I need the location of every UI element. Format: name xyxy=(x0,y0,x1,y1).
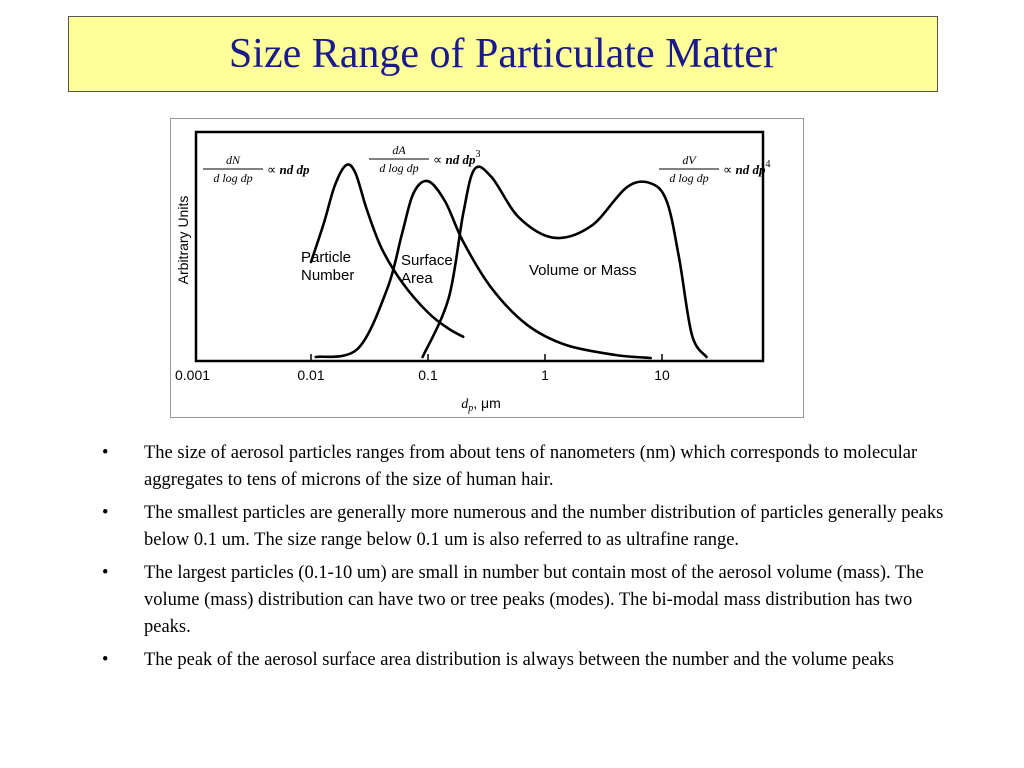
bullet-list: • The size of aerosol particles ranges f… xyxy=(102,440,962,680)
bullet-text: The largest particles (0.1-10 um) are sm… xyxy=(144,563,924,637)
formula-numerator: dA xyxy=(392,143,406,157)
x-tick-label: 10 xyxy=(654,367,670,383)
formula: dA d log dp ∝ nd dp3 xyxy=(369,143,481,175)
x-tick-label: 0.1 xyxy=(418,367,438,383)
bullet-item: • The largest particles (0.1-10 um) are … xyxy=(102,560,962,641)
title-banner: Size Range of Particulate Matter xyxy=(68,16,938,92)
bullet-text: The peak of the aerosol surface area dis… xyxy=(144,650,895,670)
formula-rhs: ∝ nd dp4 xyxy=(723,159,771,177)
curve-particle-number xyxy=(309,163,465,339)
formula-denominator: d log dp xyxy=(379,161,418,175)
y-axis-label: Arbitrary Units xyxy=(175,196,191,285)
curve-volume-or-mass xyxy=(421,165,708,359)
annotation-surface-area: Surface Area xyxy=(401,252,453,287)
formula-numerator: dN xyxy=(226,153,241,167)
formula-denominator: d log dp xyxy=(213,171,252,185)
bullet-marker: • xyxy=(102,503,109,523)
bullet-marker: • xyxy=(102,443,109,463)
formula-denominator: d log dp xyxy=(669,171,708,185)
annotation-particle-number: Particle Number xyxy=(301,249,354,284)
formula-rhs: ∝ nd dp xyxy=(267,162,310,177)
bullet-item: • The peak of the aerosol surface area d… xyxy=(102,647,962,674)
annotation-volume-or-mass: Volume or Mass xyxy=(529,262,637,279)
chart-svg: Arbitrary Units dp, μm 0.001 0.01 0.1 1 10 P… xyxy=(175,130,771,414)
bullet-text: The smallest particles are generally mor… xyxy=(144,503,944,550)
x-axis-label: dp, μm xyxy=(461,395,501,414)
size-distribution-figure: Arbitrary Units dp, μm 0.001 0.01 0.1 1 10 P… xyxy=(170,118,804,418)
bullet-marker: • xyxy=(102,650,109,670)
curve-surface-area xyxy=(314,179,652,360)
x-tick-label: 1 xyxy=(541,367,549,383)
formula-rhs: ∝ nd dp3 xyxy=(433,149,481,167)
slide-title: Size Range of Particulate Matter xyxy=(228,31,778,77)
formula: dV d log dp ∝ nd dp4 xyxy=(659,153,771,185)
x-tick-label: 0.01 xyxy=(297,367,324,383)
formula-numerator: dV xyxy=(682,153,697,167)
plot-frame xyxy=(194,130,765,363)
x-tick-label: 0.001 xyxy=(175,367,210,383)
bullet-item: • The smallest particles are generally m… xyxy=(102,500,962,554)
formula: dN d log dp ∝ nd dp xyxy=(203,153,310,185)
bullet-item: • The size of aerosol particles ranges f… xyxy=(102,440,962,494)
bullet-text: The size of aerosol particles ranges fro… xyxy=(144,443,918,490)
bullet-marker: • xyxy=(102,563,109,583)
